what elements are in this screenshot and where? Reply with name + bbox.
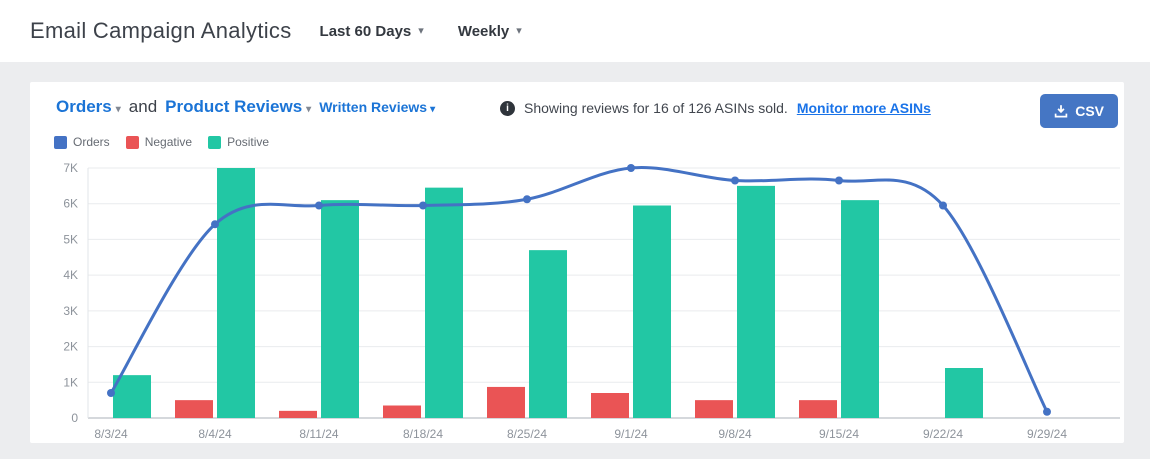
svg-text:2K: 2K — [63, 340, 78, 354]
date-range-dropdown[interactable]: Last 60 Days ▾ — [320, 23, 424, 40]
svg-text:5K: 5K — [63, 232, 78, 246]
analytics-chart: 01K2K3K4K5K6K7K05101520253035408/3/248/4… — [63, 161, 1120, 441]
svg-text:9/22/24: 9/22/24 — [923, 427, 963, 441]
svg-text:8/11/24: 8/11/24 — [299, 427, 338, 441]
conjunction-text: and — [128, 97, 158, 116]
reviews-metric-dropdown[interactable]: Product Reviews ▾ — [165, 97, 311, 117]
legend-label: Negative — [144, 135, 193, 149]
info-icon: i — [500, 100, 515, 116]
download-icon — [1054, 104, 1068, 118]
asin-notice: i Showing reviews for 16 of 126 ASINs so… — [500, 100, 931, 116]
legend-swatch-negative — [125, 135, 139, 149]
asin-notice-text: Showing reviews for 16 of 126 ASINs sold… — [524, 100, 788, 116]
svg-text:9/1/24: 9/1/24 — [614, 427, 648, 441]
svg-text:8/25/24: 8/25/24 — [507, 427, 547, 441]
granularity-dropdown[interactable]: Weekly ▾ — [458, 23, 522, 40]
chevron-down-icon: ▾ — [516, 24, 522, 37]
review-type-dropdown[interactable]: Written Reviews ▾ — [319, 99, 435, 115]
date-range-label: Last 60 Days — [319, 22, 412, 40]
svg-text:7K: 7K — [63, 161, 78, 175]
svg-text:0: 0 — [71, 411, 78, 425]
reviews-metric-label: Product Reviews — [165, 97, 303, 116]
svg-text:4K: 4K — [63, 268, 78, 282]
monitor-more-asins-link[interactable]: Monitor more ASINs — [796, 100, 931, 116]
granularity-label: Weekly — [457, 22, 510, 40]
legend-item-negative: Negative — [125, 135, 193, 149]
svg-text:9/29/24: 9/29/24 — [1027, 427, 1067, 441]
svg-text:8/4/24: 8/4/24 — [198, 427, 232, 441]
analytics-card: Orders ▾ and Product Reviews ▾ Written Rev… — [30, 82, 1124, 443]
chevron-down-icon: ▾ — [115, 104, 121, 115]
svg-text:9/15/24: 9/15/24 — [819, 427, 859, 441]
chevron-down-icon: ▾ — [418, 24, 424, 37]
orders-metric-dropdown[interactable]: Orders ▾ — [56, 97, 121, 117]
svg-text:1K: 1K — [63, 375, 78, 389]
chevron-down-icon: ▾ — [430, 104, 436, 115]
svg-text:3K: 3K — [63, 304, 78, 318]
legend-label: Orders — [73, 135, 110, 149]
chart-toolbar: Orders ▾ and Product Reviews ▾ Written Rev… — [30, 82, 1124, 130]
legend-item-positive: Positive — [208, 135, 269, 149]
csv-button-label: CSV — [1075, 103, 1104, 119]
svg-text:8/18/24: 8/18/24 — [403, 427, 443, 441]
legend-swatch-orders — [54, 135, 67, 149]
svg-text:6K: 6K — [63, 197, 78, 211]
svg-text:9/8/24: 9/8/24 — [718, 427, 752, 441]
chevron-down-icon: ▾ — [306, 104, 312, 115]
page-title: Email Campaign Analytics — [30, 18, 292, 43]
review-type-label: Written Reviews — [319, 99, 428, 115]
svg-text:8/3/24: 8/3/24 — [94, 427, 128, 441]
legend-swatch-positive — [208, 135, 222, 149]
chart-legend: Orders Negative Positive — [54, 135, 269, 149]
orders-metric-label: Orders — [56, 97, 112, 116]
csv-export-button[interactable]: CSV — [1040, 94, 1118, 128]
metric-selectors: Orders ▾ and Product Reviews ▾ Written Rev… — [56, 97, 435, 117]
legend-label: Positive — [227, 135, 270, 149]
app-header: Email Campaign Analytics Last 60 Days ▾ … — [0, 0, 1150, 62]
legend-item-orders: Orders — [54, 135, 110, 149]
